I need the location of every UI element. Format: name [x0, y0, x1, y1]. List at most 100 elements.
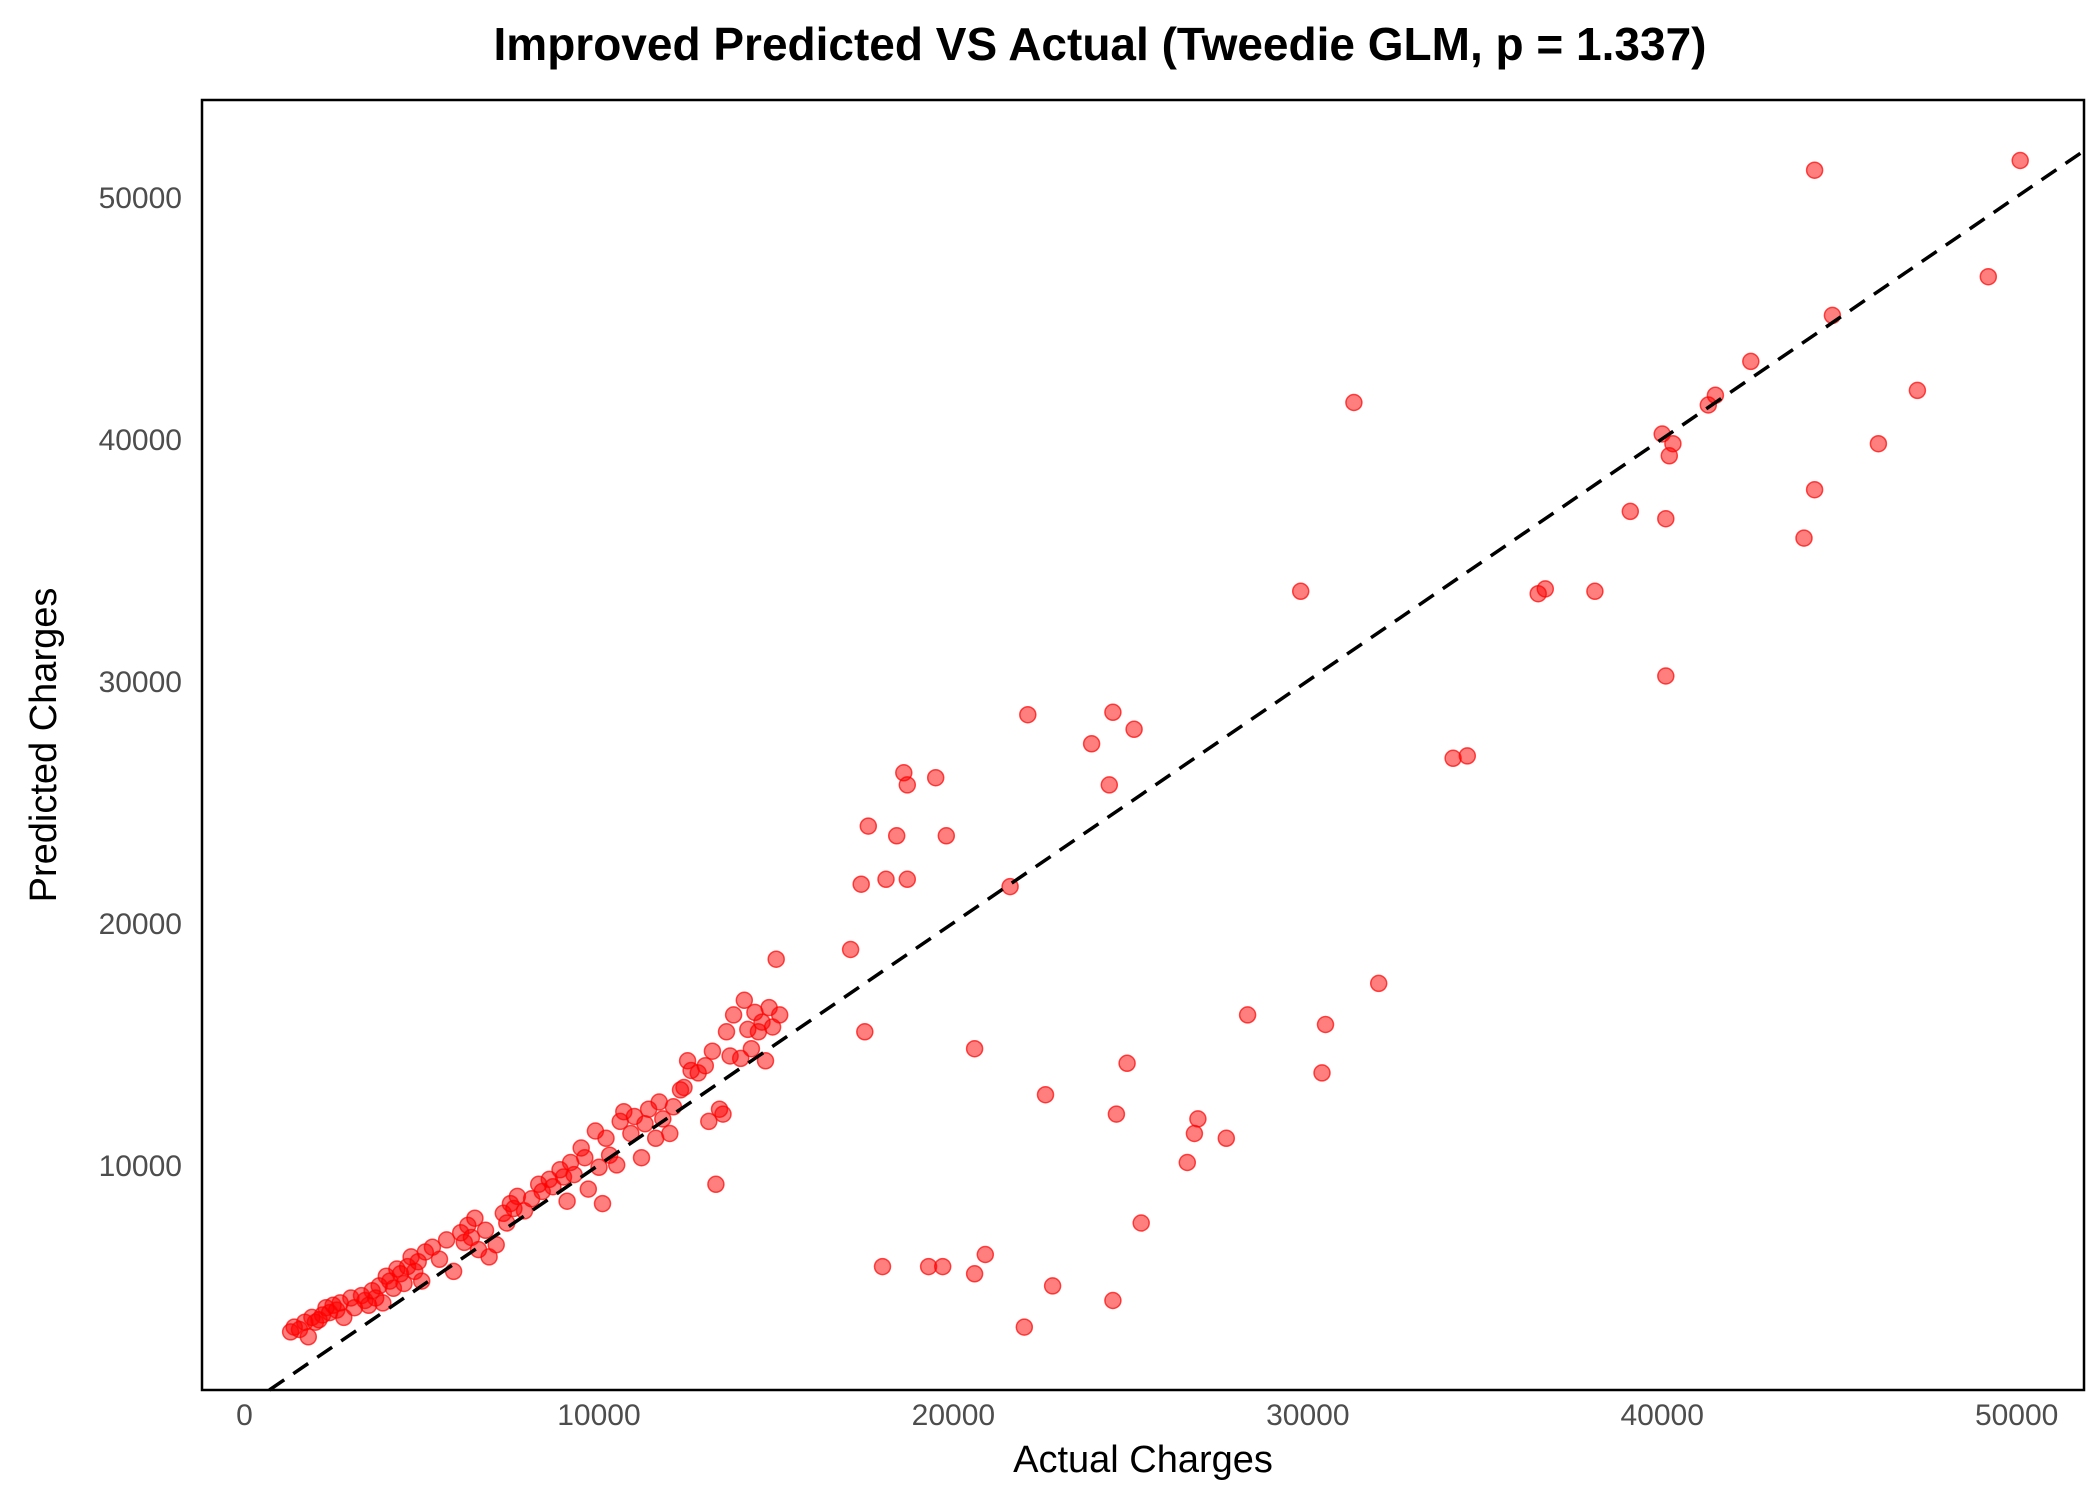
- data-point-53: [508, 1187, 527, 1206]
- data-point-37: [430, 1250, 449, 1269]
- x-tick-label: 50000: [1975, 1399, 2058, 1432]
- data-point-114: [856, 1023, 874, 1041]
- data-point-155: [1536, 580, 1555, 598]
- data-point-168: [1805, 480, 1824, 499]
- data-point-170: [1869, 434, 1888, 453]
- x-tick-label: 40000: [1621, 1399, 1704, 1432]
- data-point-146: [1238, 1006, 1257, 1024]
- data-point-115: [859, 817, 878, 835]
- data-point-71: [597, 1129, 615, 1148]
- data-point-97: [717, 1023, 736, 1041]
- data-point-78: [632, 1148, 651, 1167]
- data-point-151: [1369, 974, 1388, 993]
- data-point-141: [1132, 1214, 1150, 1232]
- y-axis-title: Predicted Charges: [23, 588, 65, 903]
- data-point-64: [565, 1165, 583, 1184]
- data-point-39: [444, 1262, 463, 1281]
- y-tick-label: 30000: [99, 666, 182, 699]
- data-point-172: [1979, 267, 1998, 286]
- data-point-113: [852, 875, 870, 893]
- data-point-173: [2011, 151, 2029, 170]
- data-point-139: [1118, 1054, 1136, 1073]
- data-point-70: [593, 1194, 612, 1213]
- data-point-167: [1805, 161, 1824, 179]
- data-point-67: [579, 1180, 598, 1198]
- x-axis-ticks: 0 10000 20000 30000 40000 50000: [236, 1399, 2058, 1432]
- data-point-46: [476, 1221, 495, 1240]
- data-point-125: [937, 827, 956, 845]
- identity-reference-line: [268, 149, 2085, 1392]
- data-point-128: [976, 1245, 995, 1264]
- y-tick-label: 20000: [99, 908, 182, 941]
- data-point-100: [731, 1049, 750, 1068]
- data-point-96: [714, 1105, 732, 1123]
- data-point-157: [1621, 502, 1640, 521]
- data-point-29: [395, 1274, 413, 1293]
- data-point-107: [756, 1052, 775, 1070]
- data-point-121: [898, 870, 917, 889]
- data-point-116: [873, 1257, 892, 1276]
- data-point-110: [767, 950, 785, 968]
- y-tick-label: 50000: [99, 182, 182, 215]
- data-point-150: [1345, 393, 1363, 412]
- chart-title: Improved Predicted VS Actual (Tweedie GL…: [494, 18, 1707, 70]
- points-layer: [281, 151, 2029, 1346]
- x-tick-label: 10000: [557, 1399, 640, 1432]
- data-point-138: [1107, 1105, 1126, 1123]
- data-point-66: [576, 1148, 594, 1167]
- data-point-103: [742, 1039, 761, 1058]
- data-point-160: [1657, 667, 1675, 685]
- x-tick-label: 20000: [912, 1399, 995, 1432]
- data-point-91: [696, 1056, 715, 1075]
- data-point-87: [675, 1078, 693, 1097]
- data-point-136: [1104, 703, 1122, 722]
- data-point-117: [877, 870, 895, 889]
- data-point-111: [770, 1006, 789, 1024]
- data-point-127: [965, 1265, 984, 1283]
- data-point-85: [664, 1098, 683, 1116]
- data-point-118: [887, 827, 906, 845]
- data-point-171: [1908, 381, 1927, 400]
- x-tick-label: 0: [236, 1399, 253, 1432]
- data-point-126: [965, 1039, 984, 1058]
- data-point-131: [1019, 705, 1037, 724]
- data-point-38: [437, 1231, 456, 1249]
- data-point-112: [841, 940, 860, 959]
- y-tick-label: 10000: [99, 1150, 182, 1183]
- data-point-23: [374, 1294, 392, 1312]
- data-point-4: [299, 1328, 318, 1346]
- data-point-140: [1125, 720, 1143, 739]
- data-point-133: [1043, 1277, 1062, 1295]
- data-point-153: [1458, 747, 1477, 765]
- data-point-142: [1178, 1153, 1197, 1172]
- data-point-165: [1742, 352, 1760, 371]
- data-point-158: [1657, 509, 1675, 528]
- data-point-123: [926, 768, 945, 787]
- data-point-62: [558, 1192, 576, 1210]
- data-point-132: [1036, 1085, 1055, 1104]
- data-point-166: [1795, 529, 1813, 547]
- data-point-79: [636, 1115, 654, 1133]
- data-point-84: [661, 1124, 679, 1143]
- data-point-124: [933, 1257, 952, 1276]
- data-point-149: [1316, 1015, 1335, 1034]
- data-point-93: [703, 1042, 722, 1060]
- y-axis-ticks: 10000 20000 30000 40000 50000: [99, 182, 182, 1183]
- x-tick-label: 30000: [1266, 1399, 1349, 1432]
- y-tick-label: 40000: [99, 424, 182, 457]
- data-point-73: [607, 1156, 626, 1174]
- data-point-137: [1104, 1291, 1122, 1310]
- data-point-143: [1185, 1124, 1204, 1143]
- data-point-92: [700, 1112, 718, 1131]
- data-point-101: [735, 991, 754, 1010]
- data-point-99: [724, 1006, 743, 1024]
- data-point-156: [1586, 582, 1604, 601]
- data-point-147: [1291, 582, 1310, 601]
- data-point-144: [1189, 1110, 1207, 1128]
- data-point-120: [898, 776, 917, 794]
- data-point-94: [707, 1175, 725, 1194]
- data-point-135: [1100, 776, 1119, 794]
- data-point-145: [1217, 1129, 1236, 1148]
- data-point-152: [1444, 749, 1462, 768]
- data-point-134: [1082, 735, 1101, 753]
